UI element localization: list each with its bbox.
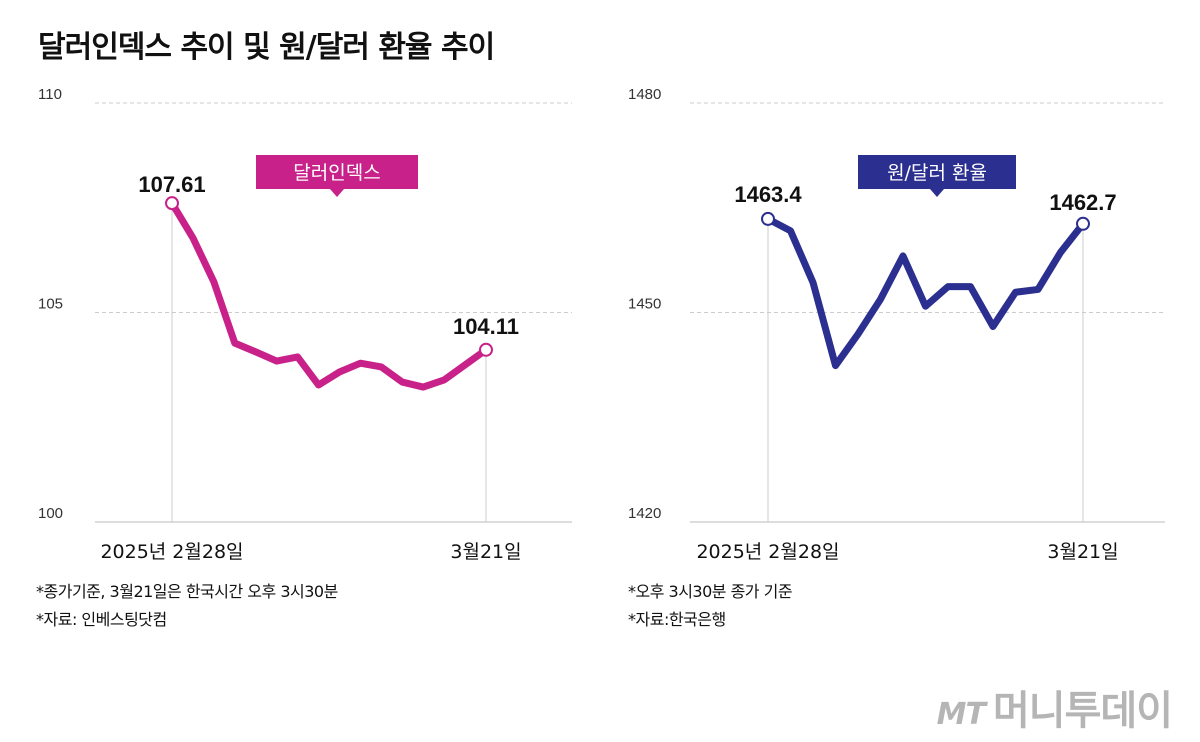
logo: MT 머니투데이: [936, 688, 1173, 734]
end-marker: [479, 342, 493, 357]
y-tick-label: 1450: [628, 296, 661, 313]
start-marker: [761, 211, 775, 226]
note-right-1: *오후 3시30분 종가 기준: [628, 582, 793, 601]
note-left-2: *자료: 인베스팅닷컴: [36, 610, 167, 629]
note-left-1: *종가기준, 3월21일은 한국시간 오후 3시30분: [36, 582, 338, 601]
legend-pointer: [330, 189, 344, 197]
note-right-2: *자료:한국은행: [628, 610, 726, 629]
legend-box: [256, 155, 418, 189]
x-tick-label: 2025년 2월28일: [696, 541, 839, 563]
y-tick-label: 1420: [628, 505, 661, 522]
legend-pointer: [930, 189, 944, 197]
legend-label: 달러인덱스: [293, 162, 380, 184]
start-value-label: 1463.4: [734, 182, 802, 207]
start-marker: [165, 196, 179, 211]
end-marker: [1076, 216, 1090, 231]
series-line: [168, 199, 490, 391]
start-value-label: 107.61: [138, 172, 205, 197]
x-tick-label: 3월21일: [450, 541, 521, 563]
legend-box: [858, 155, 1016, 189]
end-value-label: 104.11: [453, 314, 519, 339]
y-tick-label: 1480: [628, 86, 661, 103]
legend-label: 원/달러 환율: [887, 162, 987, 184]
series-line: [764, 215, 1087, 370]
x-tick-label: 2025년 2월28일: [100, 541, 243, 563]
end-value-label: 1462.7: [1049, 190, 1116, 215]
y-tick-label: 105: [38, 296, 63, 313]
x-tick-label: 3월21일: [1047, 541, 1118, 563]
y-tick-label: 100: [38, 505, 63, 522]
y-tick-label: 110: [38, 86, 62, 103]
chart-title: 달러인덱스 추이 및 원/달러 환율 추이: [38, 30, 495, 65]
